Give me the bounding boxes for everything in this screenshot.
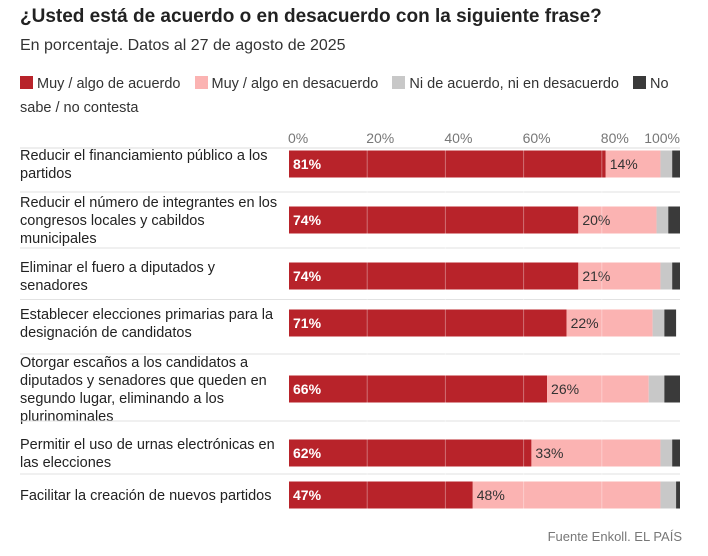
bar-segment [289,150,606,178]
category-label: segundo lugar, eliminando a los [20,391,224,407]
chart-subtitle: En porcentaje. Datos al 27 de agosto de … [20,37,346,54]
legend-swatch-neutral [392,76,406,89]
bar-value-label: 21% [582,268,610,284]
legend-swatch-no-answer [633,76,647,89]
bar-value-label: 14% [610,156,638,172]
bar-value-label: 74% [293,212,322,228]
bar-value-label: 74% [293,268,322,284]
legend-item-agree: Muy / algo de acuerdo [20,76,190,92]
bar-segment [531,439,661,467]
legend-label-no-answer: No sabe / no contesta [20,76,669,116]
bar-segment [660,439,673,467]
x-tick-label: 40% [444,130,472,146]
category-label: municipales [20,231,97,247]
legend: Muy / algo de acuerdo Muy / algo en desa… [20,72,700,120]
bar-segment [660,150,673,178]
category-label: diputados y senadores que queden en [20,373,267,389]
category-label: Reducir el número de integrantes en los [20,195,277,211]
bar-segment [672,439,680,467]
category-label: las elecciones [20,455,111,471]
legend-item-no-answer: No sabe / no contesta [20,76,669,116]
bar-value-label: 22% [571,315,599,331]
category-label: congresos locales y cabildos [20,213,205,229]
bar-segment [289,262,579,290]
legend-swatch-disagree [194,76,208,89]
bar-value-label: 66% [293,381,322,397]
bar-segment [664,375,680,403]
bar-segment [578,206,657,234]
bar-segment [289,375,548,403]
bar-segment [578,262,661,290]
x-tick-label: 100% [644,130,680,146]
legend-item-disagree: Muy / algo en desacuerdo [194,76,389,92]
category-label: Permitir el uso de urnas electrónicas en [20,437,275,453]
category-label: Facilitar la creación de nuevos partidos [20,488,271,504]
legend-swatch-agree [20,76,33,89]
bar-segment [672,150,680,178]
category-label: partidos [20,166,72,182]
bar-segment [289,309,567,337]
bar-value-label: 26% [551,381,579,397]
x-tick-label: 0% [288,130,308,146]
category-label: Reducir el financiamiento público a los [20,148,267,164]
bar-segment [668,206,680,234]
bar-segment [648,375,665,403]
bar-segment [656,206,669,234]
bar-segment [289,481,473,509]
bar-segment [664,309,677,337]
bar-segment [660,262,673,290]
x-tick-label: 20% [366,130,394,146]
legend-item-neutral: Ni de acuerdo, ni en desacuerdo [392,76,629,92]
bar-segment [652,309,665,337]
x-tick-label: 60% [523,130,551,146]
bar-segment [605,150,661,178]
bar-segment [472,481,661,509]
legend-label-disagree: Muy / algo en desacuerdo [211,76,379,92]
bar-value-label: 20% [582,212,610,228]
category-label: Establecer elecciones primarias para la [20,307,274,323]
bar-segment [566,309,653,337]
bar-segment [289,206,579,234]
bar-value-label: 71% [293,315,322,331]
bar-segment [547,375,649,403]
category-label: plurinominales [20,409,114,425]
category-label: Otorgar escaños a los candidatos a [20,355,249,371]
bar-value-label: 62% [293,445,322,461]
x-tick-label: 80% [601,130,629,146]
bar-segment [676,481,680,509]
bar-value-label: 81% [293,156,322,172]
bar-value-label: 47% [293,487,322,503]
bar-segment [289,439,532,467]
category-label: Eliminar el fuero a diputados y [20,260,216,276]
category-label: senadores [20,278,88,294]
bar-value-label: 48% [477,487,505,503]
legend-label-neutral: Ni de acuerdo, ni en desacuerdo [409,76,619,92]
bar-segment [660,481,677,509]
chart-title: ¿Usted está de acuerdo o en desacuerdo c… [20,6,602,27]
bar-value-label: 33% [535,445,563,461]
legend-label-agree: Muy / algo de acuerdo [37,76,181,92]
source-note: Fuente Enkoll. EL PAÍS [547,529,682,544]
bar-segment [672,262,680,290]
category-label: designación de candidatos [20,325,192,341]
